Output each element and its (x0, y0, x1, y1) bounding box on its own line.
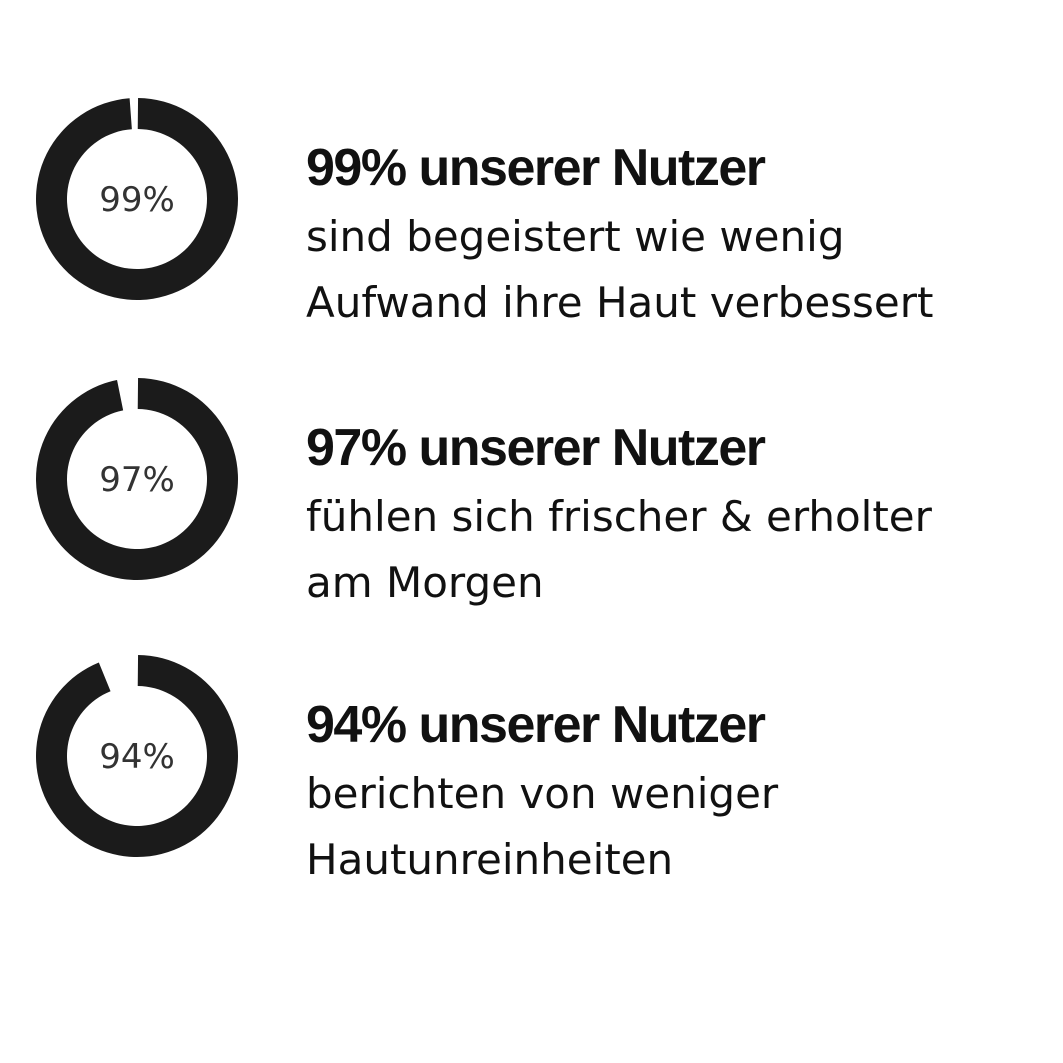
stat-description-2: fühlen sich frischer & erholter am Morge… (306, 484, 1046, 616)
donut-arc-2 (36, 378, 238, 580)
donut-label-3: 94% (99, 737, 175, 777)
donut-label-2: 97% (99, 460, 175, 500)
stat-description-3: berichten von weniger Hautunreinheiten (306, 761, 1046, 893)
donut-svg-1: 99% (36, 98, 238, 300)
donut-svg-3: 94% (36, 655, 238, 857)
stat-description-2-line-2: am Morgen (306, 558, 544, 607)
stat-headline-3: 94% unserer Nutzer (306, 696, 766, 754)
donut-chart-3: 94% (36, 655, 238, 857)
donut-chart-1: 99% (36, 98, 238, 300)
stat-description-2-line-1: fühlen sich frischer & erholter (306, 492, 932, 541)
donut-label-1: 99% (99, 180, 175, 220)
stat-text-3: 94% unserer Nutzer berichten von weniger… (306, 695, 1046, 893)
donut-svg-2: 97% (36, 378, 238, 580)
stat-description-1-line-2: Aufwand ihre Haut verbessert (306, 278, 934, 327)
stat-text-1: 99% unserer Nutzer sind begeistert wie w… (306, 138, 1046, 336)
stat-description-1-line-1: sind begeistert wie wenig (306, 212, 845, 261)
donut-arc-3 (36, 655, 238, 857)
stat-headline-1: 99% unserer Nutzer (306, 139, 766, 197)
stat-row-1: 99% 99% unserer Nutzer sind begeistert w… (0, 98, 1063, 328)
stat-description-3-line-2: Hautunreinheiten (306, 835, 674, 884)
stat-row-2: 97% 97% unserer Nutzer fühlen sich frisc… (0, 378, 1063, 608)
donut-arc-1 (36, 98, 238, 300)
donut-chart-2: 97% (36, 378, 238, 580)
stat-row-3: 94% 94% unserer Nutzer berichten von wen… (0, 655, 1063, 885)
stat-text-2: 97% unserer Nutzer fühlen sich frischer … (306, 418, 1046, 616)
stat-description-1: sind begeistert wie wenig Aufwand ihre H… (306, 204, 1046, 336)
stat-headline-2: 97% unserer Nutzer (306, 419, 766, 477)
stat-description-3-line-1: berichten von weniger (306, 769, 779, 818)
